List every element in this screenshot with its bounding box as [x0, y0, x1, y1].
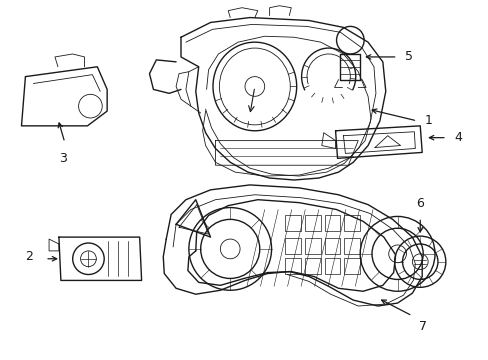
- Bar: [285, 258, 301, 274]
- Bar: [285, 238, 301, 254]
- Text: 2: 2: [25, 250, 33, 263]
- Bar: [344, 215, 360, 231]
- Text: 7: 7: [418, 320, 427, 333]
- Bar: [285, 215, 301, 231]
- Bar: [305, 258, 320, 274]
- Bar: [305, 238, 320, 254]
- Bar: [324, 238, 340, 254]
- Bar: [305, 215, 320, 231]
- Text: 6: 6: [415, 197, 423, 210]
- Text: 1: 1: [424, 114, 432, 127]
- Bar: [344, 258, 360, 274]
- Text: 3: 3: [59, 152, 67, 166]
- Bar: [324, 215, 340, 231]
- Bar: [324, 258, 340, 274]
- Text: 5: 5: [405, 50, 413, 63]
- Bar: [344, 238, 360, 254]
- Text: 4: 4: [454, 131, 462, 144]
